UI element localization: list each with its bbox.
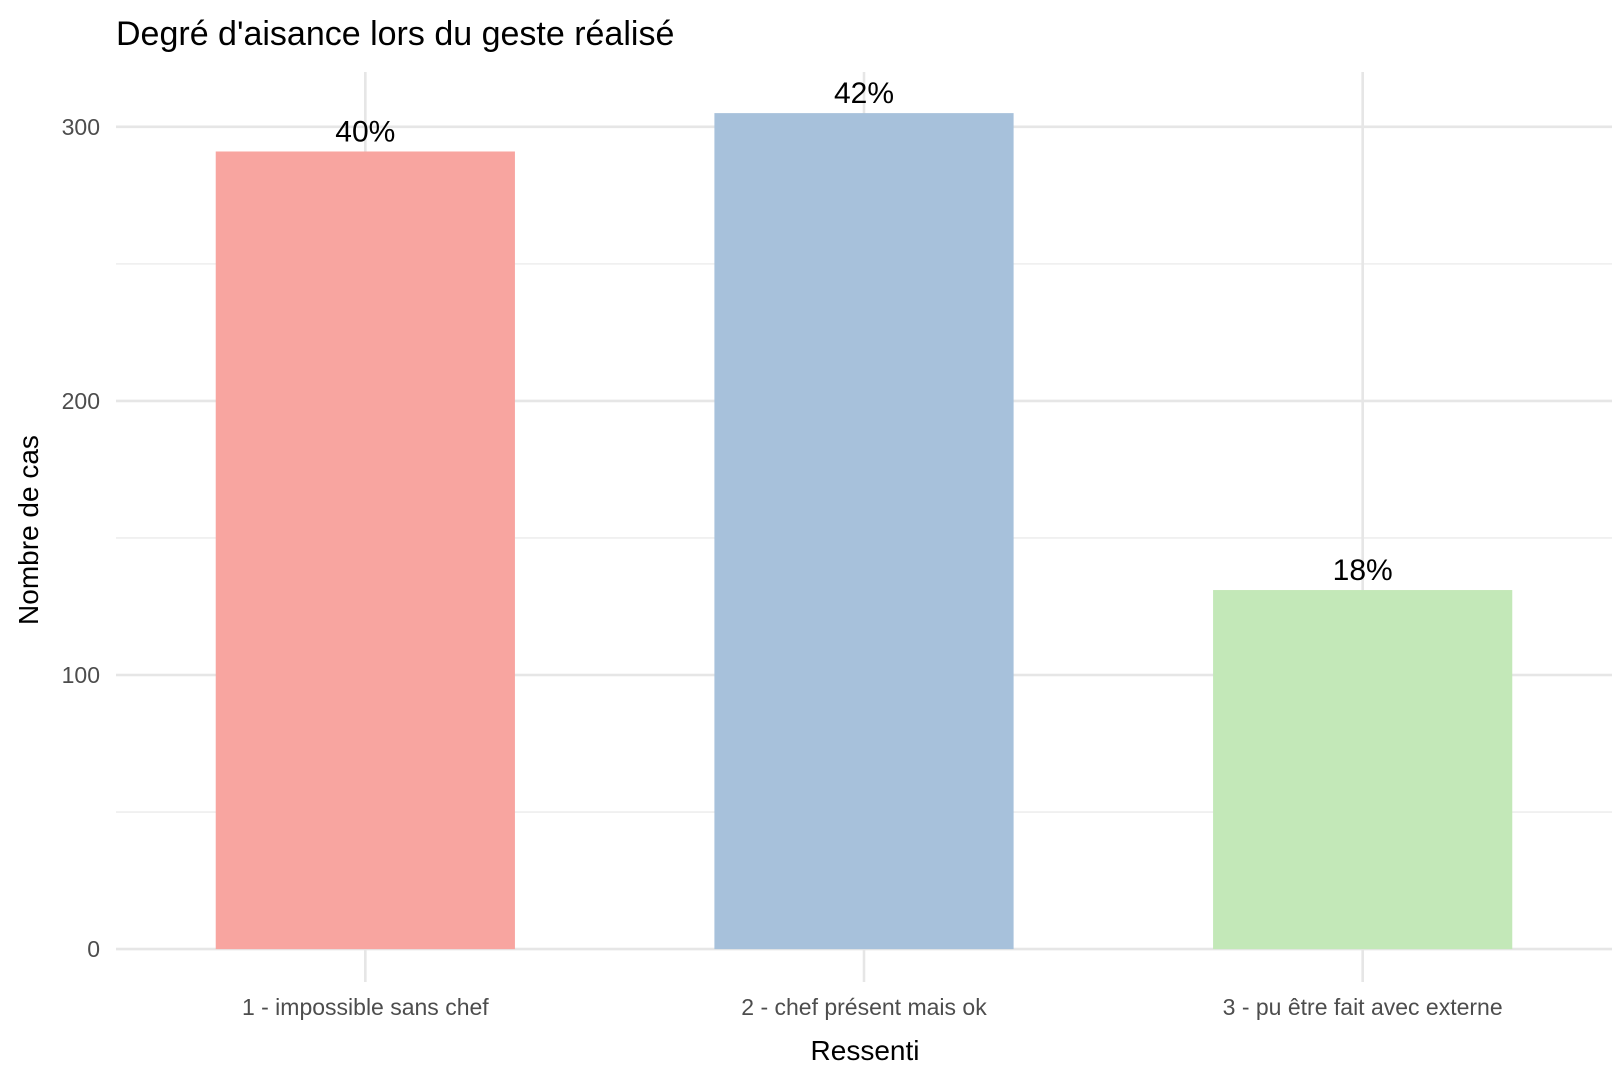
y-tick-label: 300 xyxy=(62,114,100,140)
bar-data-label: 18% xyxy=(1333,554,1393,587)
x-tick-label: 3 - pu être fait avec externe xyxy=(1223,994,1503,1020)
bar xyxy=(714,113,1014,950)
y-tick-label: 200 xyxy=(62,388,100,414)
data-labels: 40% 42% 18% xyxy=(335,77,1392,587)
y-axis-title: Nombre de cas xyxy=(13,435,44,625)
y-axis-ticks: 0 100 200 300 xyxy=(62,114,100,962)
x-axis-title: Ressenti xyxy=(811,1035,920,1066)
y-tick-label: 100 xyxy=(62,662,100,688)
x-tick-label: 1 - impossible sans chef xyxy=(242,994,489,1020)
x-axis-ticks: 1 - impossible sans chef 2 - chef présent… xyxy=(242,994,1503,1020)
bar-data-label: 42% xyxy=(834,77,894,110)
bar-data-label: 40% xyxy=(335,115,395,148)
bar xyxy=(215,151,515,950)
x-tick-label: 2 - chef présent mais ok xyxy=(741,994,987,1020)
bars xyxy=(215,113,1513,950)
bar xyxy=(1213,590,1513,950)
chart-title: Degré d'aisance lors du geste réalisé xyxy=(116,15,674,53)
y-tick-label: 0 xyxy=(87,936,100,962)
